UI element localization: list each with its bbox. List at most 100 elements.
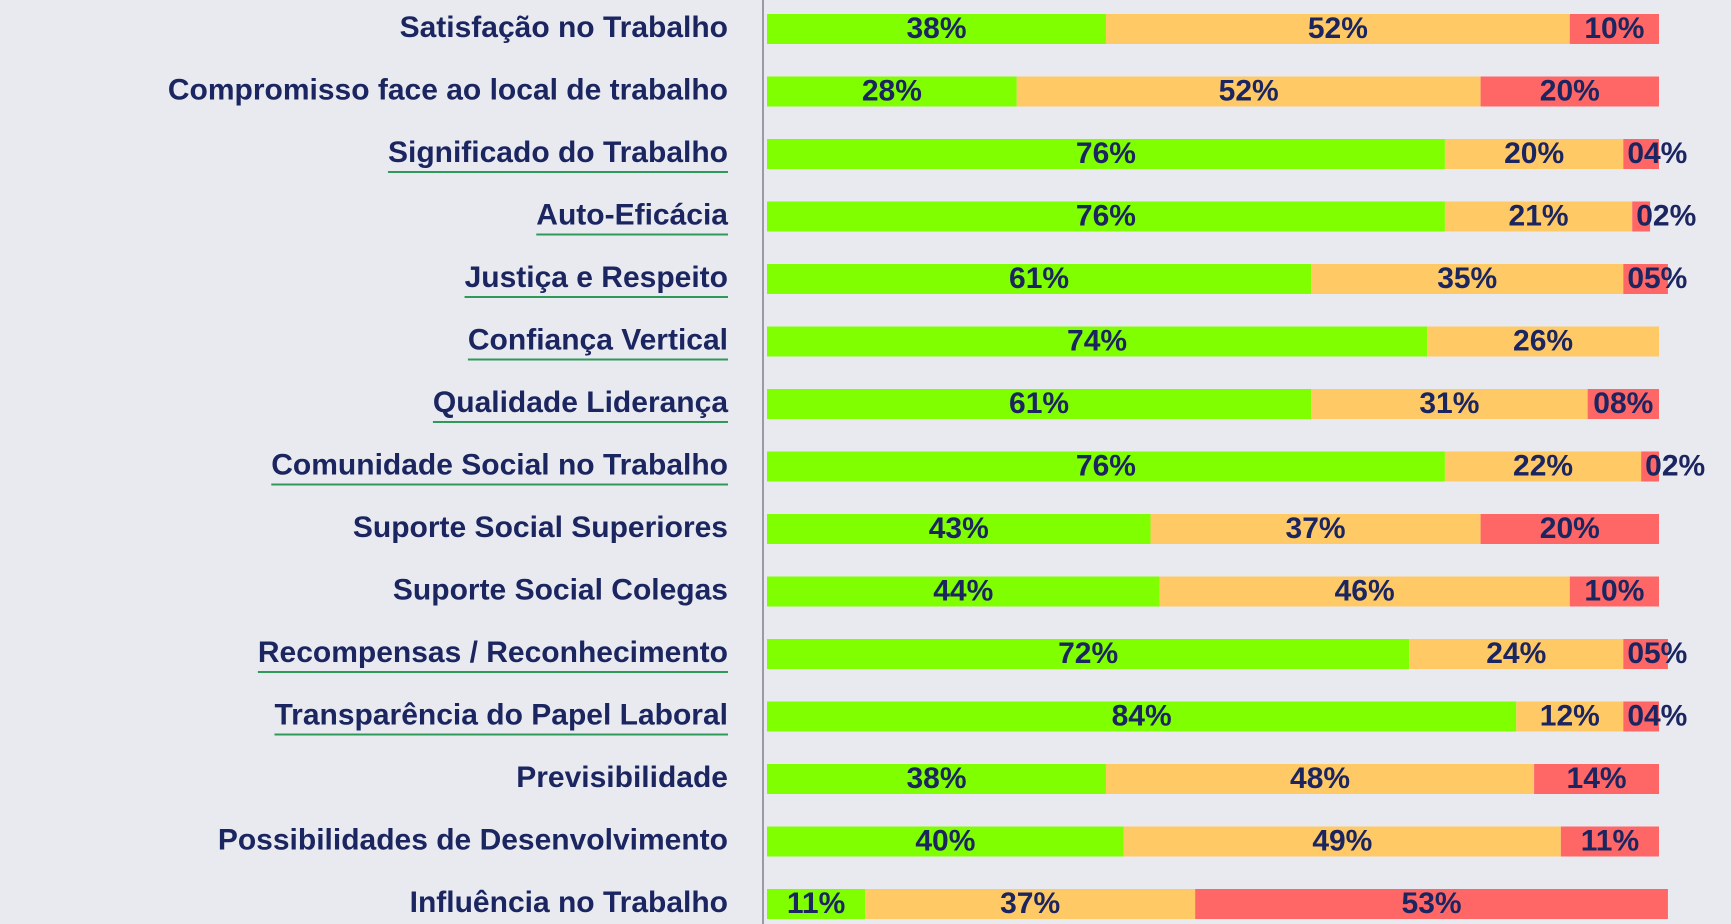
bar-segment bbox=[767, 14, 1106, 44]
bar-segment bbox=[1311, 264, 1624, 294]
data-label: 43% bbox=[929, 512, 989, 545]
bar-segment bbox=[1123, 826, 1561, 857]
bar-segment bbox=[1159, 576, 1570, 607]
data-label: 46% bbox=[1335, 574, 1395, 607]
category-label: Comunidade Social no Trabalho bbox=[271, 448, 728, 481]
bar-segment bbox=[1623, 639, 1668, 669]
bar-segment bbox=[1016, 76, 1481, 107]
bar-segment bbox=[1444, 139, 1624, 169]
bar-segment bbox=[1632, 201, 1651, 232]
data-label: 02% bbox=[1645, 449, 1705, 482]
bar-segment bbox=[1480, 514, 1659, 544]
bar-segment bbox=[1641, 451, 1659, 482]
bar-segment bbox=[767, 701, 1517, 732]
data-label: 02% bbox=[1636, 199, 1696, 232]
data-label: 04% bbox=[1627, 699, 1687, 732]
bar-segment bbox=[767, 264, 1312, 294]
bar-segment bbox=[1427, 326, 1659, 357]
data-label: 40% bbox=[915, 824, 975, 857]
bar-segment bbox=[1105, 764, 1535, 794]
bar-segment bbox=[767, 826, 1124, 857]
data-label: 31% bbox=[1419, 387, 1479, 420]
bar-segment bbox=[1560, 826, 1659, 857]
data-label: 11% bbox=[1581, 824, 1639, 857]
category-label: Satisfação no Trabalho bbox=[400, 11, 728, 44]
bar-segment bbox=[1623, 264, 1668, 294]
bar-segment bbox=[1480, 76, 1659, 107]
bar-segment bbox=[1444, 201, 1633, 232]
category-label: Suporte Social Superiores bbox=[353, 511, 728, 544]
bar-segment bbox=[767, 139, 1445, 169]
data-label: 76% bbox=[1076, 449, 1136, 482]
data-label: 11% bbox=[787, 887, 845, 920]
data-label: 76% bbox=[1076, 199, 1136, 232]
data-label: 21% bbox=[1509, 199, 1569, 232]
data-label: 84% bbox=[1112, 699, 1172, 732]
data-label: 52% bbox=[1308, 12, 1368, 45]
bar-segment bbox=[865, 889, 1196, 919]
bar-segment bbox=[767, 389, 1312, 419]
data-label: 26% bbox=[1513, 324, 1573, 357]
category-label: Suporte Social Colegas bbox=[393, 573, 728, 606]
data-label: 10% bbox=[1584, 12, 1644, 45]
bar-segment bbox=[767, 764, 1106, 794]
category-label: Possibilidades de Desenvolvimento bbox=[218, 823, 728, 856]
category-label: Recompensas / Reconhecimento bbox=[258, 636, 728, 669]
data-label: 72% bbox=[1058, 637, 1118, 670]
data-label: 35% bbox=[1437, 262, 1497, 295]
bar-segment bbox=[1587, 389, 1659, 419]
data-label: 37% bbox=[1000, 887, 1060, 920]
bar-segment bbox=[1150, 514, 1481, 544]
data-label: 12% bbox=[1540, 699, 1600, 732]
bar-segment bbox=[1444, 451, 1642, 482]
bar-segment bbox=[767, 639, 1410, 669]
bar-segment bbox=[1409, 639, 1624, 669]
data-label: 52% bbox=[1219, 74, 1279, 107]
data-label: 48% bbox=[1290, 762, 1350, 795]
bar-segment bbox=[767, 889, 866, 919]
bar-segment bbox=[767, 76, 1017, 107]
data-label: 61% bbox=[1009, 387, 1069, 420]
bar-segment bbox=[1623, 701, 1659, 732]
data-label: 38% bbox=[906, 12, 966, 45]
category-label: Significado do Trabalho bbox=[388, 136, 728, 169]
data-label: 44% bbox=[933, 574, 993, 607]
data-label: 38% bbox=[906, 762, 966, 795]
bar-segment bbox=[1195, 889, 1668, 919]
category-label: Auto-Eficácia bbox=[536, 198, 728, 231]
data-label: 04% bbox=[1627, 137, 1687, 170]
bar-segment bbox=[1623, 139, 1659, 169]
data-label: 22% bbox=[1513, 449, 1573, 482]
data-label: 49% bbox=[1312, 824, 1372, 857]
category-label: Compromisso face ao local de trabalho bbox=[168, 73, 728, 106]
data-label: 76% bbox=[1076, 137, 1136, 170]
bar-segment bbox=[1105, 14, 1570, 44]
bar-segment bbox=[1311, 389, 1588, 419]
bar-segment bbox=[1569, 14, 1659, 44]
bar-segment bbox=[1569, 576, 1659, 607]
category-label: Confiança Vertical bbox=[468, 323, 728, 356]
data-label: 20% bbox=[1540, 74, 1600, 107]
data-label: 08% bbox=[1593, 387, 1653, 420]
bar-segment bbox=[767, 326, 1428, 357]
category-label: Transparência do Papel Laboral bbox=[275, 698, 729, 731]
bar-segment bbox=[767, 576, 1160, 607]
data-label: 20% bbox=[1504, 137, 1564, 170]
data-label: 05% bbox=[1627, 262, 1687, 295]
bar-segment bbox=[1516, 701, 1624, 732]
data-label: 10% bbox=[1584, 574, 1644, 607]
bar-segment bbox=[767, 451, 1445, 482]
category-label: Qualidade Liderança bbox=[433, 386, 728, 419]
data-label: 61% bbox=[1009, 262, 1069, 295]
data-label: 05% bbox=[1627, 637, 1687, 670]
data-label: 14% bbox=[1567, 762, 1627, 795]
bar-segment bbox=[1534, 764, 1659, 794]
bar-segment bbox=[767, 201, 1445, 232]
data-label: 28% bbox=[862, 74, 922, 107]
data-label: 37% bbox=[1286, 512, 1346, 545]
category-label: Justiça e Respeito bbox=[465, 261, 728, 294]
data-label: 20% bbox=[1540, 512, 1600, 545]
data-label: 24% bbox=[1486, 637, 1546, 670]
